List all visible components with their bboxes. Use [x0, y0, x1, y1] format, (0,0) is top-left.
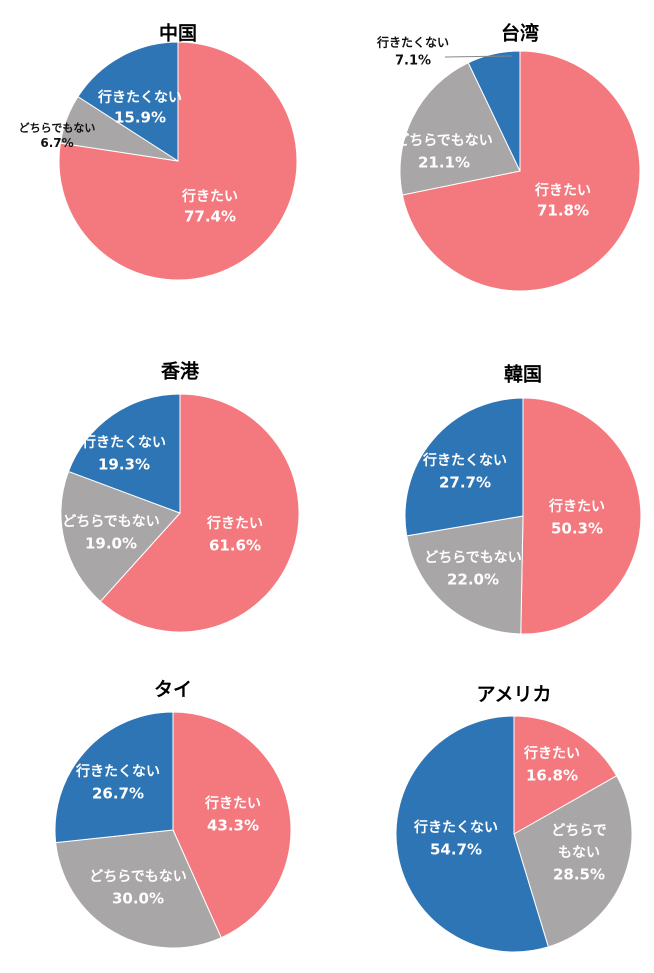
pie-slice-want: [172, 711, 292, 939]
chart-title: 香港: [160, 361, 200, 383]
slice-percent-label: 26.7%: [92, 785, 144, 803]
pie-slice-want: [58, 41, 298, 281]
slice-category-label: どちらでもない: [19, 122, 96, 135]
pie-slice-neither: [406, 515, 524, 635]
pie-slice-neither: [55, 829, 222, 949]
pie-slice-neither: [399, 62, 521, 196]
slice-category-label: もない: [558, 845, 600, 861]
chart-title: 台湾: [501, 22, 539, 45]
slice-percent-label: 6.7%: [40, 136, 73, 150]
slice-category-label: 行きたくない: [97, 89, 182, 106]
pie-slice-want: [99, 393, 300, 633]
chart-title: タイ: [154, 679, 192, 701]
leader-line: [444, 55, 513, 58]
pie-slice-not-want: [395, 715, 549, 953]
pie-slice-neither: [513, 775, 633, 948]
slice-category-label: 行きたくない: [75, 763, 160, 780]
pie-slice-want: [401, 50, 641, 292]
pie-slice-not-want: [404, 397, 524, 537]
slice-category-label: 行きたくない: [413, 819, 498, 836]
slice-category-label: 行きたい: [548, 498, 605, 515]
pie-slice-not-want: [67, 393, 181, 514]
slice-category-label: どちらで: [551, 823, 607, 839]
slice-category-label: 行きたい: [534, 182, 591, 199]
slice-percent-label: 7.1%: [395, 54, 431, 69]
slice-category-label: どちらでもない: [62, 514, 160, 530]
slice-category-label: 行きたい: [204, 795, 261, 812]
pie-slice-not-want: [467, 50, 521, 172]
pie-slice-not-want: [77, 41, 179, 162]
slice-category-label: どちらでもない: [424, 550, 522, 566]
slice-percent-label: 16.8%: [526, 767, 578, 785]
slice-category-label: 行きたい: [523, 745, 580, 762]
slice-category-label: 行きたくない: [81, 434, 166, 451]
chart-title: アメリカ: [476, 684, 551, 706]
slice-percent-label: 61.6%: [209, 537, 261, 555]
slice-percent-label: 30.0%: [112, 890, 164, 908]
pie-slice-neither: [60, 470, 181, 603]
slice-percent-label: 43.3%: [207, 817, 259, 835]
pie-slice-want: [520, 397, 642, 635]
slice-percent-label: 54.7%: [430, 841, 482, 859]
slice-percent-label: 77.4%: [184, 208, 236, 226]
slice-category-label: 行きたくない: [376, 35, 449, 50]
slice-percent-label: 28.5%: [553, 866, 605, 884]
pie-slice-not-want: [54, 711, 174, 844]
slice-category-label: どちらでもない: [89, 869, 187, 885]
slice-category-label: どちらでもない: [395, 133, 493, 149]
slice-percent-label: 21.1%: [418, 154, 470, 172]
chart-title: 中国: [159, 22, 197, 45]
slice-percent-label: 27.7%: [439, 474, 491, 492]
slice-category-label: 行きたい: [206, 515, 263, 532]
slice-percent-label: 71.8%: [537, 202, 589, 220]
slice-category-label: 行きたくない: [422, 452, 507, 469]
slice-percent-label: 50.3%: [551, 520, 603, 538]
pie-slice-want: [513, 715, 618, 835]
slice-percent-label: 22.0%: [447, 571, 499, 589]
slice-percent-label: 19.0%: [85, 535, 137, 553]
slice-percent-label: 19.3%: [98, 456, 150, 474]
slice-category-label: 行きたい: [181, 188, 238, 205]
slice-percent-label: 15.9%: [114, 109, 166, 127]
chart-title: 韓国: [504, 363, 542, 386]
